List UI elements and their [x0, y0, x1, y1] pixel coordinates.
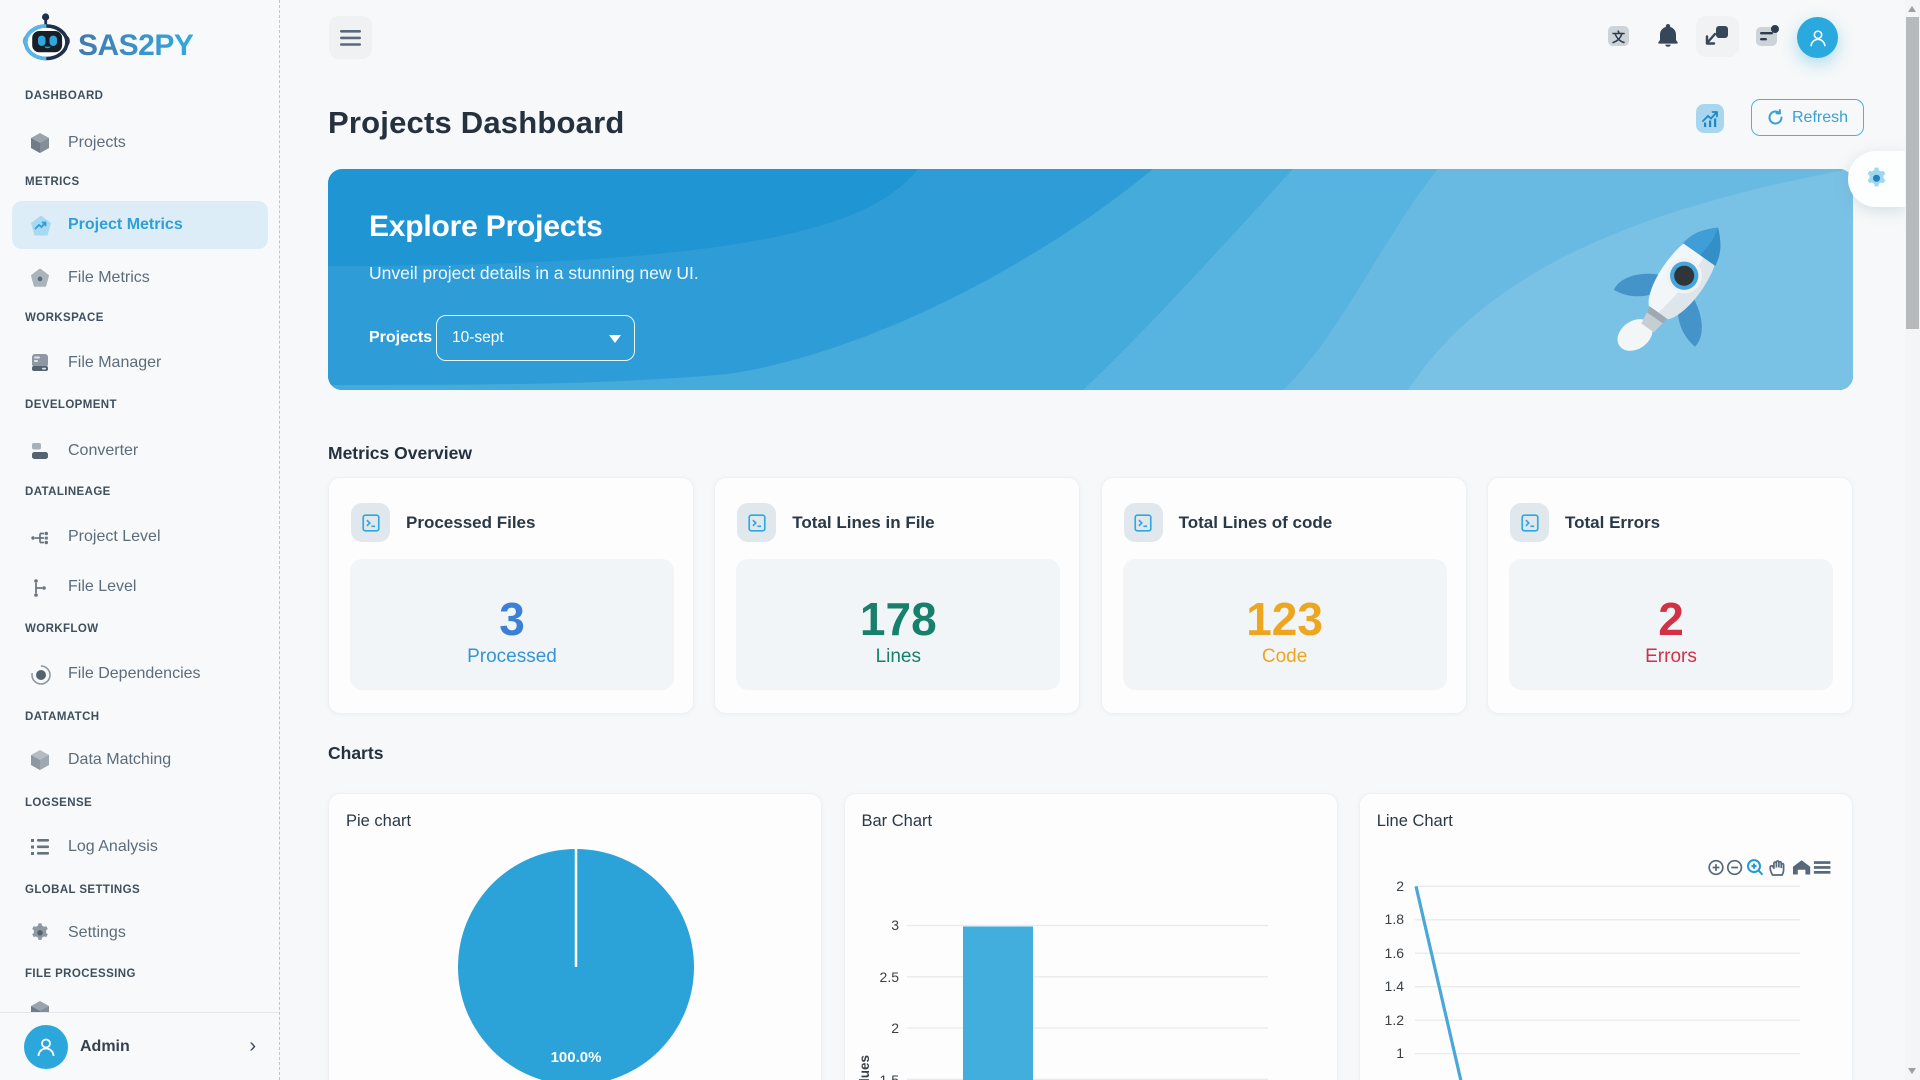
svg-text:3: 3: [891, 917, 899, 933]
svg-text:2.5: 2.5: [879, 969, 899, 985]
svg-text:1.8: 1.8: [1384, 911, 1404, 927]
svg-text:100.0%: 100.0%: [551, 1049, 602, 1066]
svg-text:1.5: 1.5: [879, 1072, 899, 1080]
svg-text:values: values: [857, 1055, 872, 1080]
svg-text:2: 2: [891, 1020, 899, 1036]
svg-text:2: 2: [1396, 878, 1404, 894]
svg-text:1.2: 1.2: [1384, 1012, 1404, 1028]
svg-text:1: 1: [1396, 1045, 1404, 1061]
svg-text:1.6: 1.6: [1384, 945, 1404, 961]
svg-text:3: 3: [994, 1077, 1002, 1080]
svg-text:1.4: 1.4: [1384, 978, 1404, 994]
